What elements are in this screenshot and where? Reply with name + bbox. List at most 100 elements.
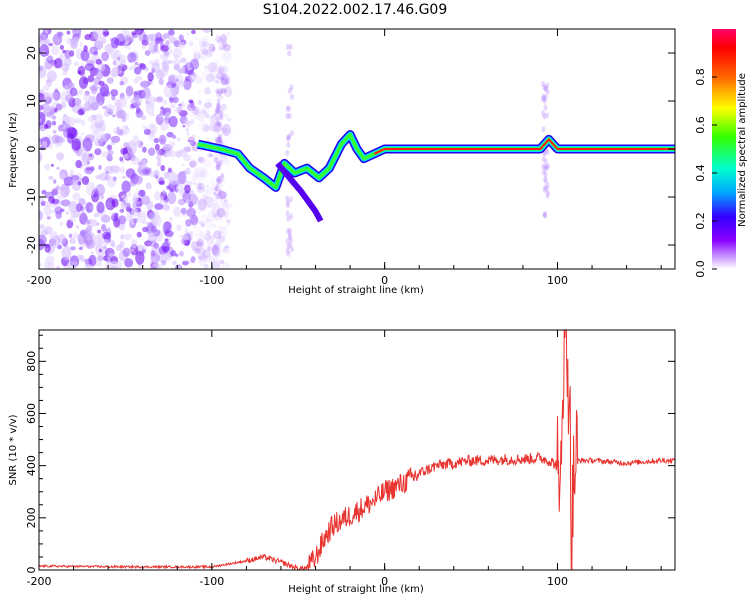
noise-speck <box>137 111 143 115</box>
noise-speck <box>61 245 72 261</box>
noise-speck <box>65 94 74 103</box>
colorbar: 0.0 0.2 0.4 0.6 0.8 Normalized spectral ampl… <box>694 29 748 278</box>
noise-speck <box>162 65 170 72</box>
noise-speck <box>127 46 132 50</box>
noise-speck <box>94 148 102 156</box>
noise-speck <box>195 245 202 255</box>
noise-speck <box>128 66 133 71</box>
smear-speck <box>288 241 293 248</box>
noise-speck <box>131 31 137 36</box>
noise-speck <box>144 49 151 56</box>
smear-speck <box>215 163 220 170</box>
noise-speck <box>43 91 51 101</box>
noise-speck <box>78 247 83 250</box>
noise-speck <box>214 241 221 250</box>
noise-speck <box>197 157 204 163</box>
noise-speck <box>81 176 90 186</box>
noise-speck <box>130 156 140 165</box>
noise-speck <box>178 148 188 158</box>
noise-speck <box>101 151 108 158</box>
noise-speck <box>111 243 116 248</box>
noise-speck <box>153 242 160 249</box>
noise-speck <box>217 230 226 240</box>
noise-speck <box>196 110 206 122</box>
noise-speck <box>198 99 202 103</box>
noise-speck <box>219 34 228 44</box>
noise-speck <box>210 69 221 79</box>
noise-speck <box>178 103 182 107</box>
noise-speck <box>196 241 203 247</box>
noise-speck <box>203 102 213 108</box>
noise-speck <box>127 52 137 63</box>
noise-speck <box>164 230 174 237</box>
smear-speck <box>543 211 548 218</box>
noise-speck <box>98 248 102 253</box>
noise-speck <box>129 180 137 187</box>
noise-speck <box>111 165 121 174</box>
smear-speck <box>215 108 220 115</box>
noise-speck <box>161 242 170 253</box>
smear-speck <box>217 136 222 143</box>
noise-speck <box>148 212 156 220</box>
noise-speck <box>180 207 187 215</box>
noise-speck <box>211 202 215 206</box>
smear-speck <box>541 96 546 103</box>
noise-speck <box>39 124 44 129</box>
noise-speck <box>216 68 224 74</box>
smear-speck <box>215 183 220 190</box>
noise-speck <box>74 118 82 124</box>
smear-speck <box>285 195 290 202</box>
noise-speck <box>217 88 223 96</box>
noise-speck <box>83 45 88 52</box>
noise-speck <box>219 191 227 200</box>
noise-speck <box>116 109 127 119</box>
noise-speck <box>151 62 160 74</box>
smear-speck <box>542 113 547 120</box>
smear-speck <box>214 185 219 192</box>
noise-speck <box>214 187 218 192</box>
noise-speck <box>189 58 200 70</box>
noise-speck <box>219 34 227 45</box>
smear-speck <box>541 81 546 88</box>
noise-speck <box>222 48 232 60</box>
smear-speck <box>219 139 224 146</box>
noise-speck <box>119 156 124 162</box>
noise-speck <box>120 147 128 155</box>
noise-speck <box>181 163 185 167</box>
noise-speck <box>200 222 205 228</box>
noise-speck <box>220 196 229 206</box>
smear-speck <box>287 231 292 238</box>
noise-speck <box>51 45 60 56</box>
noise-speck <box>215 137 221 142</box>
noise-speck <box>99 132 107 143</box>
smear-speck <box>285 228 290 235</box>
y-tick-label: 200 <box>25 507 38 528</box>
noise-speck <box>226 83 232 88</box>
noise-speck <box>87 219 91 225</box>
noise-speck <box>44 29 49 35</box>
noise-speck <box>106 176 117 188</box>
noise-speck <box>84 63 95 72</box>
noise-speck <box>209 114 216 120</box>
noise-speck <box>39 118 42 122</box>
noise-speck <box>68 233 73 239</box>
noise-speck <box>57 31 64 37</box>
noise-speck <box>129 217 136 225</box>
noise-speck <box>56 166 60 170</box>
noise-speck <box>160 45 169 52</box>
noise-speck <box>134 61 139 65</box>
noise-speck <box>85 239 96 249</box>
noise-speck <box>48 42 54 47</box>
noise-speck <box>213 121 222 133</box>
snr-series-line <box>39 330 675 570</box>
noise-speck <box>78 88 83 95</box>
noise-speck <box>201 106 207 114</box>
noise-speck <box>130 248 134 253</box>
noise-speck <box>126 95 131 100</box>
smear-speck <box>215 106 220 113</box>
noise-speck <box>211 46 216 52</box>
smear-speck <box>543 177 548 184</box>
noise-speck <box>52 130 57 134</box>
noise-speck <box>39 152 43 162</box>
noise-speck <box>146 222 151 226</box>
